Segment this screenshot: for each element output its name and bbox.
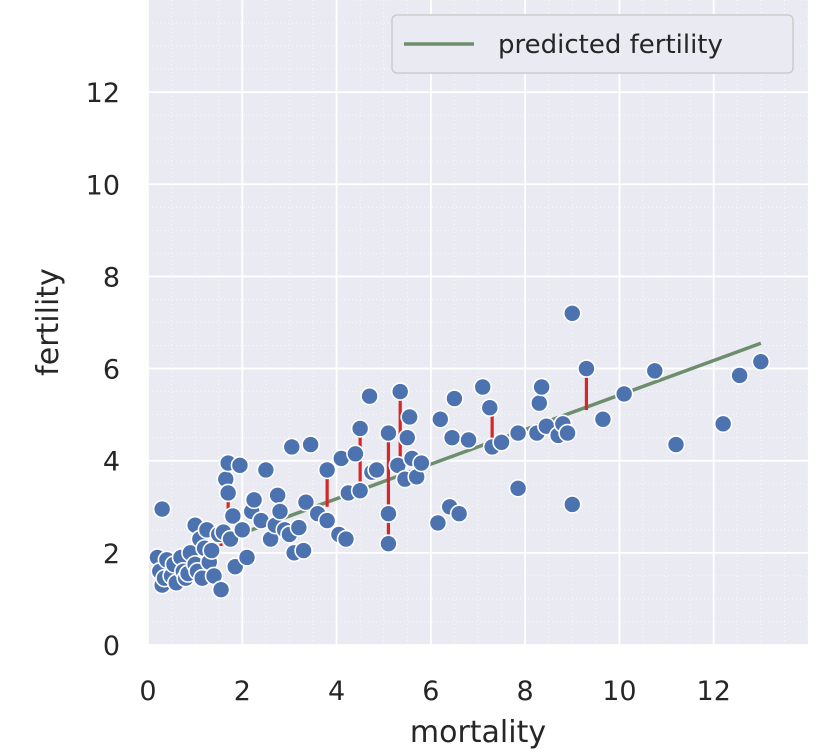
grid-lines xyxy=(147,0,809,646)
data-point xyxy=(445,389,464,408)
x-tick-label: 8 xyxy=(517,676,534,707)
x-tick-label: 6 xyxy=(422,676,439,707)
data-point xyxy=(268,485,287,505)
data-point xyxy=(508,423,528,443)
data-point xyxy=(289,518,309,537)
data-point xyxy=(558,423,577,443)
data-point xyxy=(282,437,302,457)
x-tick-label: 0 xyxy=(139,676,156,707)
data-point xyxy=(379,534,398,553)
data-points xyxy=(148,303,771,600)
y-tick-label: 0 xyxy=(103,631,120,662)
legend-label: predicted fertility xyxy=(498,30,723,60)
data-point xyxy=(244,490,264,510)
y-tick-label: 12 xyxy=(86,78,120,109)
data-point xyxy=(480,398,500,418)
data-point xyxy=(301,435,320,454)
data-point xyxy=(350,419,370,438)
data-point xyxy=(430,409,450,429)
y-tick-label: 10 xyxy=(86,170,120,201)
data-point xyxy=(317,511,337,530)
y-axis-label: fertility xyxy=(31,268,66,376)
data-point xyxy=(346,444,365,464)
data-point xyxy=(577,359,596,378)
data-point xyxy=(317,460,337,480)
data-point xyxy=(336,529,356,549)
data-point xyxy=(397,428,417,447)
y-tick-label: 4 xyxy=(103,447,120,478)
data-point xyxy=(532,377,551,397)
data-point xyxy=(360,386,379,406)
data-point xyxy=(449,504,469,523)
data-point xyxy=(367,460,386,480)
data-point xyxy=(508,479,528,498)
data-point xyxy=(152,499,172,519)
data-point xyxy=(256,460,276,480)
data-point xyxy=(230,456,250,475)
data-point xyxy=(294,541,313,560)
data-point xyxy=(202,541,221,560)
data-point xyxy=(296,492,316,512)
data-point xyxy=(645,361,665,381)
data-point xyxy=(730,366,749,385)
data-point xyxy=(492,432,511,452)
data-point xyxy=(412,453,431,473)
data-point xyxy=(379,423,398,443)
x-tick-label: 2 xyxy=(234,676,251,707)
data-point xyxy=(237,548,257,567)
tick-labels: 0 2 4 6 8 10 12 0 2 4 6 8 10 12 xyxy=(86,78,731,707)
x-tick-label: 4 xyxy=(328,676,345,707)
data-point xyxy=(379,504,398,523)
data-point xyxy=(428,513,448,533)
data-point xyxy=(593,409,613,429)
data-point xyxy=(666,435,686,454)
data-point xyxy=(442,428,462,447)
y-tick-label: 6 xyxy=(103,355,120,386)
y-tick-label: 8 xyxy=(103,262,120,293)
x-tick-label: 10 xyxy=(602,676,636,707)
data-point xyxy=(218,483,238,503)
legend-box xyxy=(391,14,794,74)
data-point xyxy=(223,506,243,526)
x-axis-label: mortality xyxy=(410,715,546,750)
plot-background xyxy=(148,0,808,645)
data-point xyxy=(713,414,733,434)
data-point xyxy=(562,303,582,323)
y-tick-label: 2 xyxy=(103,539,120,570)
data-point xyxy=(390,382,410,401)
legend: predicted fertility xyxy=(391,14,794,74)
x-tick-label: 12 xyxy=(697,676,731,707)
data-point xyxy=(211,580,231,600)
data-point xyxy=(400,407,419,427)
data-point xyxy=(529,393,549,413)
data-point xyxy=(350,481,370,500)
data-point xyxy=(232,520,252,540)
data-point xyxy=(751,352,771,371)
data-point xyxy=(562,495,582,514)
data-point xyxy=(270,502,290,521)
data-point xyxy=(473,377,493,397)
data-point xyxy=(614,384,634,404)
data-point xyxy=(459,430,478,450)
